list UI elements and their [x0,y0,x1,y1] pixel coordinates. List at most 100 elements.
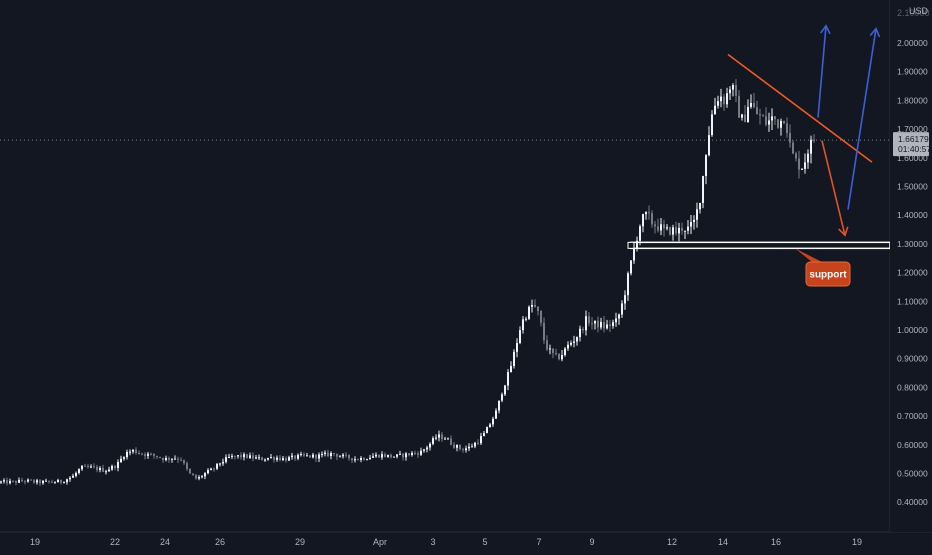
candle [573,335,575,348]
candle-body [573,341,575,343]
candle-body [54,482,56,484]
candle-body [372,456,374,458]
candle-body [339,456,341,458]
candle [180,457,182,462]
candle-body [246,454,248,459]
candle-body [627,273,629,296]
candle-body [150,453,152,455]
candle-body [240,455,242,458]
time-tick-label: 16 [771,537,781,547]
candle [798,150,800,179]
candle [594,320,596,330]
candle-body [225,457,227,462]
candle [534,299,536,308]
candle [621,300,623,318]
candle [810,135,812,164]
candle [291,452,293,460]
candle [486,426,488,434]
candle [513,349,515,369]
candle-body [408,453,410,456]
candle [27,478,29,483]
candle-body [264,459,266,461]
candle-body [648,212,650,214]
candle [3,478,5,484]
candle [336,453,338,461]
bullish-arrow-2[interactable] [847,27,881,210]
candle [660,218,662,236]
candle [612,319,614,329]
candle-body [231,455,233,457]
candle [90,464,92,469]
support-callout[interactable] [805,261,851,287]
candle [237,455,239,459]
support-zone-handle[interactable] [627,241,635,249]
candle [510,361,512,373]
candle [441,432,443,442]
candle-body [528,306,530,319]
candle-body [525,318,527,320]
candle [714,97,716,115]
time-tick-label: 29 [295,537,305,547]
candle [153,453,155,459]
candle-body [378,454,380,458]
bearish-arrow[interactable] [821,140,849,237]
candle [519,326,521,345]
candle-body [699,202,701,210]
price-axis[interactable]: USD2.100002.000001.900001.800001.700001.… [890,0,932,532]
candle-body [324,452,326,455]
candle [528,305,530,321]
candle-body [753,102,755,108]
drawings-layer[interactable]: support [627,24,891,287]
candle-body [60,479,62,483]
candle [54,481,56,484]
candle-body [219,463,221,465]
candle-body [738,95,740,118]
candle [15,480,17,486]
candle-body [117,462,119,468]
candle [630,260,632,276]
candle [327,449,329,458]
resistance-trendline[interactable] [727,53,873,163]
candle-body [504,385,506,395]
candle-body [708,135,710,156]
candle [9,478,11,485]
candle-body [165,458,167,461]
time-axis[interactable]: 19 22 24 26 29 Apr 3 5 7 9 12 14 16 19 [30,537,862,547]
candle [750,94,752,109]
price-tick-label: 2.00000 [897,38,928,48]
candle-body [204,473,206,477]
candle-body [765,116,767,125]
candle [324,450,326,457]
candle-body [261,457,263,461]
candle [732,83,734,97]
candle-body [552,348,554,354]
candle [603,315,605,333]
price-tick-label: 1.60000 [897,153,928,163]
candle-body [498,400,500,411]
candle [144,452,146,460]
candle [150,452,152,456]
candle-body [684,230,686,232]
candle-body [6,480,8,484]
bullish-arrow-1[interactable] [817,24,831,118]
candle-body [576,337,578,342]
candle-body [342,454,344,457]
candle [132,449,134,454]
candle-body [237,455,239,457]
candle-body [693,219,695,223]
candle-body [756,107,758,115]
candle-body [120,458,122,463]
current-price-tag[interactable] [893,132,929,157]
price-tick-label: 0.60000 [897,440,928,450]
currency-label[interactable]: USD [909,6,929,16]
candle [501,392,503,403]
candle-body [366,459,368,461]
candle-body [807,153,809,163]
candle [396,454,398,459]
candle [141,452,143,456]
bullish-arrow-1-shaft [817,25,827,118]
candle [717,95,719,109]
candle-body [189,468,191,474]
